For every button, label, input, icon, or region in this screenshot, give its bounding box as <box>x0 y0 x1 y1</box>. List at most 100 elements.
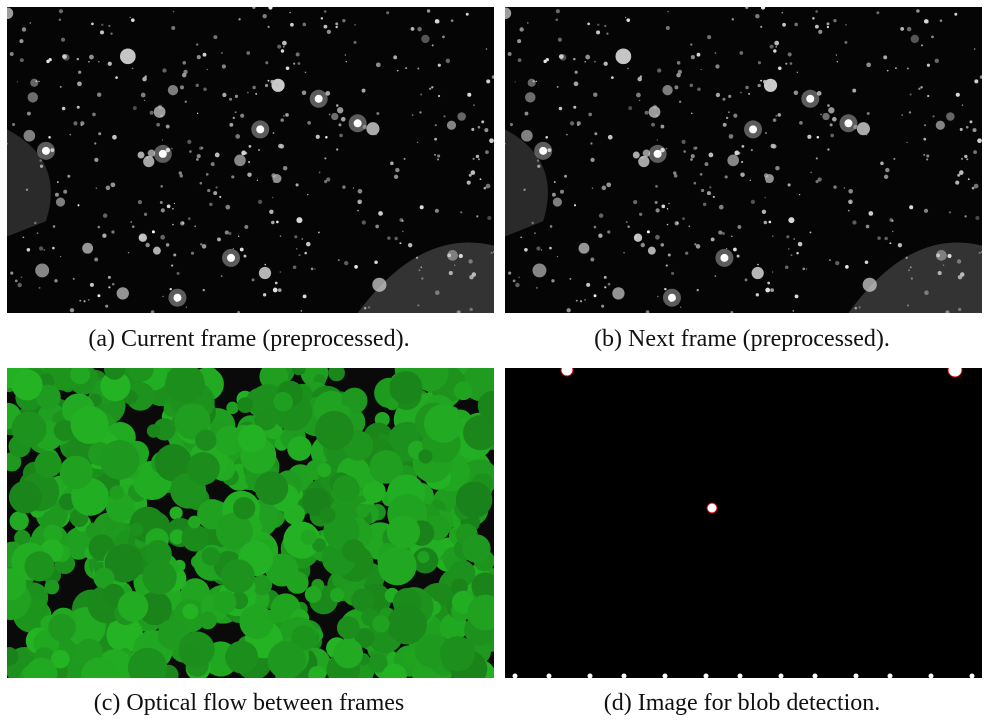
texture <box>764 173 768 177</box>
texture <box>788 217 794 223</box>
texture <box>393 55 397 59</box>
texture <box>936 121 945 130</box>
texture <box>820 114 822 116</box>
texture <box>968 178 970 180</box>
texture <box>24 130 36 142</box>
texture <box>172 208 173 209</box>
texture <box>666 148 668 150</box>
texture <box>152 230 155 233</box>
texture <box>462 534 491 563</box>
texture <box>795 294 799 298</box>
texture <box>372 278 386 292</box>
texture <box>558 38 562 42</box>
texture <box>456 482 493 519</box>
texture <box>185 101 187 103</box>
texture <box>866 62 871 67</box>
texture <box>52 247 55 250</box>
texture <box>258 200 262 204</box>
texture <box>305 72 306 73</box>
texture <box>73 121 77 125</box>
texture <box>557 86 559 88</box>
texture <box>196 43 198 45</box>
texture <box>357 200 362 205</box>
texture <box>708 153 713 158</box>
texture <box>138 200 142 204</box>
texture <box>17 81 18 82</box>
texture <box>248 161 250 163</box>
optical-flow-image <box>7 368 494 678</box>
texture <box>927 64 930 67</box>
texture <box>857 122 870 135</box>
texture <box>368 306 370 308</box>
texture <box>785 63 787 65</box>
texture <box>454 381 473 400</box>
texture <box>807 135 811 139</box>
texture <box>35 263 49 277</box>
texture <box>848 200 853 205</box>
texture <box>559 54 564 59</box>
texture <box>741 161 743 163</box>
texture <box>972 187 975 190</box>
texture <box>213 35 217 39</box>
texture <box>10 272 13 275</box>
texture <box>765 132 767 134</box>
texture <box>733 114 737 118</box>
texture <box>661 204 665 208</box>
texture <box>39 287 41 289</box>
texture <box>909 111 911 113</box>
texture <box>956 93 960 97</box>
texture <box>54 279 57 282</box>
texture <box>213 191 217 195</box>
texture <box>438 64 441 67</box>
texture <box>154 106 166 118</box>
texture <box>79 300 81 302</box>
texture <box>536 81 537 82</box>
texture <box>57 181 59 183</box>
texture <box>537 159 539 161</box>
texture <box>252 278 255 281</box>
texture <box>611 76 614 79</box>
texture <box>590 158 594 162</box>
texture <box>880 162 884 166</box>
texture <box>301 310 303 312</box>
texture <box>845 24 847 26</box>
texture <box>737 255 740 258</box>
texture <box>166 125 170 129</box>
texture <box>518 277 520 279</box>
texture <box>694 182 697 185</box>
texture <box>907 27 911 31</box>
texture <box>958 308 961 311</box>
texture <box>233 497 255 519</box>
texture <box>627 225 630 228</box>
texture <box>341 117 346 122</box>
texture <box>954 13 957 16</box>
texture <box>431 86 433 88</box>
texture <box>281 49 284 52</box>
texture <box>574 81 579 86</box>
texture <box>655 201 658 204</box>
texture <box>108 25 110 27</box>
texture <box>606 33 608 35</box>
texture <box>207 69 208 70</box>
texture <box>301 529 317 545</box>
texture <box>599 213 603 217</box>
texture <box>973 128 977 132</box>
texture <box>848 189 853 194</box>
texture <box>574 204 576 206</box>
texture <box>657 139 658 140</box>
texture <box>141 93 146 98</box>
texture <box>387 236 391 240</box>
texture <box>156 123 160 127</box>
texture <box>173 11 175 13</box>
texture <box>725 175 728 178</box>
texture <box>550 225 553 228</box>
texture <box>80 121 84 125</box>
texture <box>378 211 383 216</box>
texture <box>962 104 963 105</box>
texture <box>61 38 65 42</box>
texture <box>94 142 96 144</box>
texture <box>354 41 357 44</box>
texture <box>270 80 274 84</box>
texture <box>404 158 406 160</box>
texture <box>481 120 484 123</box>
